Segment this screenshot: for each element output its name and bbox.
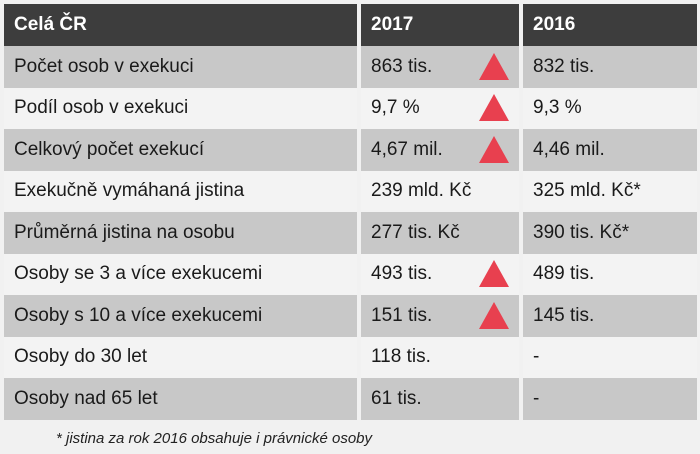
- value-2017-cell: 4,67 mil.: [361, 129, 523, 171]
- header-region: Celá ČR: [4, 4, 361, 46]
- value-2017-cell: 863 tis.: [361, 46, 523, 88]
- footnote: * jistina za rok 2016 obsahuje i právnic…: [56, 430, 373, 447]
- value-2017-cell: 493 tis.: [361, 253, 523, 295]
- value-2017: 61 tis.: [361, 378, 523, 420]
- value-2016: 832 tis.: [523, 46, 697, 88]
- value-2016: 4,46 mil.: [523, 129, 697, 171]
- value-2017: 9,7 %: [371, 97, 420, 119]
- value-2017: 239 mld. Kč: [361, 170, 523, 212]
- triangle-up-icon: [479, 94, 509, 122]
- table-row: Průměrná jistina na osobu 277 tis. Kč 39…: [4, 212, 697, 254]
- value-2016: 9,3 %: [523, 87, 697, 129]
- value-2017: 493 tis.: [371, 263, 433, 285]
- row-label: Podíl osob v exekuci: [4, 87, 361, 129]
- row-label: Osoby s 10 a více exekucemi: [4, 295, 361, 337]
- table-row: Exekučně vymáhaná jistina 239 mld. Kč 32…: [4, 170, 697, 212]
- value-2016: -: [523, 336, 697, 378]
- value-2016: 145 tis.: [523, 295, 697, 337]
- triangle-up-icon: [479, 260, 509, 288]
- value-2016: 325 mld. Kč*: [523, 170, 697, 212]
- triangle-up-icon: [479, 135, 509, 163]
- table-row: Podíl osob v exekuci 9,7 % 9,3 %: [4, 87, 697, 129]
- row-label: Osoby do 30 let: [4, 336, 361, 378]
- value-2016: -: [523, 378, 697, 420]
- table-row: Počet osob v exekuci 863 tis. 832 tis.: [4, 46, 697, 88]
- row-label: Exekučně vymáhaná jistina: [4, 170, 361, 212]
- table-header-row: Celá ČR 2017 2016: [4, 4, 697, 46]
- value-2017: 863 tis.: [371, 55, 433, 77]
- row-label: Osoby se 3 a více exekucemi: [4, 253, 361, 295]
- triangle-up-icon: [479, 301, 509, 329]
- value-2017: 277 tis. Kč: [361, 212, 523, 254]
- table-row: Osoby se 3 a více exekucemi 493 tis. 489…: [4, 253, 697, 295]
- row-label: Průměrná jistina na osobu: [4, 212, 361, 254]
- value-2016: 489 tis.: [523, 253, 697, 295]
- row-label: Celkový počet exekucí: [4, 129, 361, 171]
- row-label: Osoby nad 65 let: [4, 378, 361, 420]
- stats-table: Celá ČR 2017 2016 Počet osob v exekuci 8…: [4, 4, 697, 420]
- header-year-2017: 2017: [361, 4, 523, 46]
- stats-table-container: Celá ČR 2017 2016 Počet osob v exekuci 8…: [4, 4, 697, 420]
- table-row: Celkový počet exekucí 4,67 mil. 4,46 mil…: [4, 129, 697, 171]
- value-2016: 390 tis. Kč*: [523, 212, 697, 254]
- triangle-up-icon: [479, 52, 509, 80]
- header-year-2016: 2016: [523, 4, 697, 46]
- table-row: Osoby nad 65 let 61 tis. -: [4, 378, 697, 420]
- value-2017: 4,67 mil.: [371, 138, 443, 160]
- value-2017: 118 tis.: [361, 336, 523, 378]
- row-label: Počet osob v exekuci: [4, 46, 361, 88]
- table-row: Osoby do 30 let 118 tis. -: [4, 336, 697, 378]
- value-2017: 151 tis.: [371, 304, 433, 326]
- table-row: Osoby s 10 a více exekucemi 151 tis. 145…: [4, 295, 697, 337]
- value-2017-cell: 9,7 %: [361, 87, 523, 129]
- value-2017-cell: 151 tis.: [361, 295, 523, 337]
